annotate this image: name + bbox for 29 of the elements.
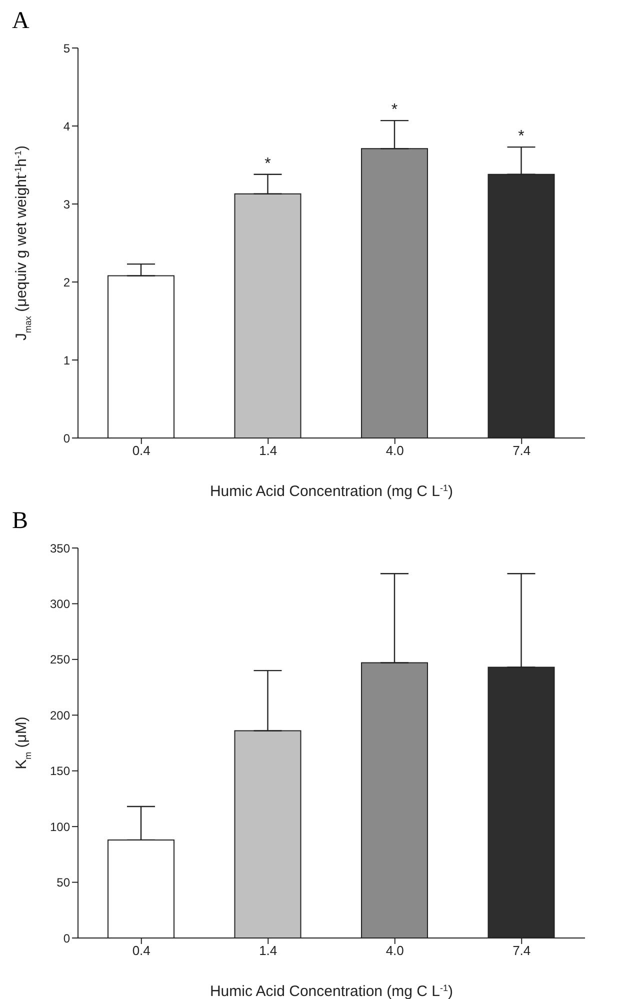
x-tick-label: 4.0 <box>386 443 404 458</box>
x-tick-label: 0.4 <box>132 943 150 958</box>
y-tick-label: 0 <box>63 931 70 946</box>
y-tick-label: 4 <box>63 119 70 134</box>
y-tick-label: 5 <box>63 41 70 56</box>
y-tick-label: 350 <box>50 541 70 556</box>
y-tick-label: 0 <box>63 431 70 446</box>
x-tick-label: 1.4 <box>259 443 278 458</box>
y-tick-label: 300 <box>50 596 70 611</box>
x-tick-label: 7.4 <box>512 943 531 958</box>
y-tick-label: 150 <box>50 764 70 778</box>
x-tick-label: 4.0 <box>386 943 404 958</box>
data-label: * <box>518 128 524 146</box>
y-tick-label: 1 <box>63 353 70 368</box>
y-tick-label: 250 <box>50 652 70 667</box>
y-tick-label: 3 <box>63 197 70 212</box>
x-tick-label: 0.4 <box>132 443 150 458</box>
y-tick-label: 100 <box>50 820 70 834</box>
x-axis-title: Humic Acid Concentration (mg C L$^{-1}$) <box>210 483 454 500</box>
y-tick-label: 200 <box>50 708 70 722</box>
data-label: * <box>264 155 271 172</box>
x-tick-label: 7.4 <box>512 443 531 458</box>
data-label: * <box>391 102 398 119</box>
chart-title: A <box>11 8 30 36</box>
y-tick-label: 2 <box>63 275 70 290</box>
x-tick-label: 1.4 <box>259 943 278 958</box>
x-axis-title: Humic Acid Concentration (mg C L$^{-1}$) <box>210 983 454 999</box>
y-tick-label: 50 <box>56 876 70 890</box>
chart-title: B <box>11 508 30 536</box>
